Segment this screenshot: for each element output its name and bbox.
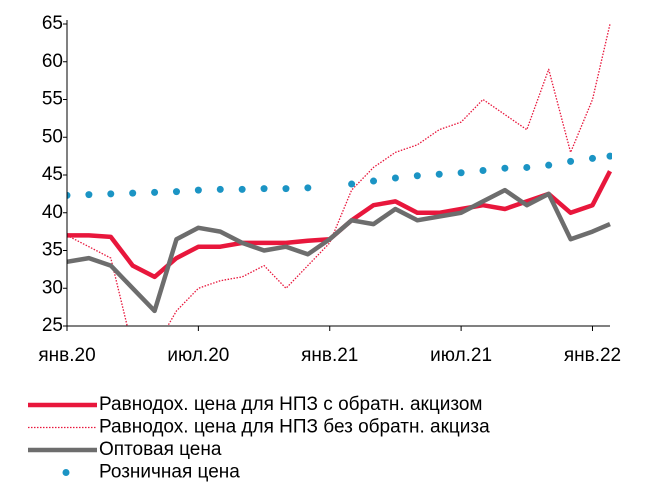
legend-swatch [62,469,70,476]
data-point [413,172,421,180]
x-tick-label: янв.21 [301,345,358,366]
x-tick-label: июл.20 [167,345,229,366]
data-point [567,157,575,165]
legend-label: Равнодох. цена для НПЗ с обратн. акцизом [99,394,483,415]
y-tick-label: 55 [42,89,63,110]
y-tick-label: 65 [42,13,63,34]
data-point [151,188,159,196]
data-point [238,185,246,193]
series-line [67,23,611,326]
series-line [67,187,611,314]
data-point [129,189,137,197]
y-tick-label: 60 [42,51,63,72]
y-tick-label: 45 [42,164,63,185]
y-tick-label: 40 [42,202,63,223]
legend-label: Равнодох. цена для НПЗ без обратн. акциз… [99,417,490,438]
data-point [172,188,180,196]
plot-area [67,23,612,326]
data-point [523,163,531,171]
data-point [216,185,224,193]
legend-label: Оптовая цена [99,439,222,460]
y-tick-label: 35 [42,240,63,261]
data-point [588,154,596,162]
y-tick-label: 50 [42,126,63,147]
data-point [67,191,71,199]
data-point [479,166,487,174]
data-point [501,164,509,172]
data-point [606,152,612,160]
data-point [545,161,553,169]
data-point [391,174,399,182]
data-point [304,184,312,192]
x-tick-label: июл.21 [430,345,492,366]
data-point [348,180,356,188]
data-point [282,185,290,193]
data-point [435,170,443,178]
data-point [85,191,93,199]
data-point [370,177,378,185]
y-tick-label: 25 [42,315,63,336]
data-point [260,185,268,193]
data-point [107,190,115,198]
legend-label: Розничная цена [99,462,240,483]
data-point [194,186,202,194]
x-tick-label: янв.20 [38,345,95,366]
series-line [67,170,612,280]
y-tick-label: 30 [42,277,63,298]
data-point [457,169,465,177]
x-tick-label: янв.22 [564,345,621,366]
